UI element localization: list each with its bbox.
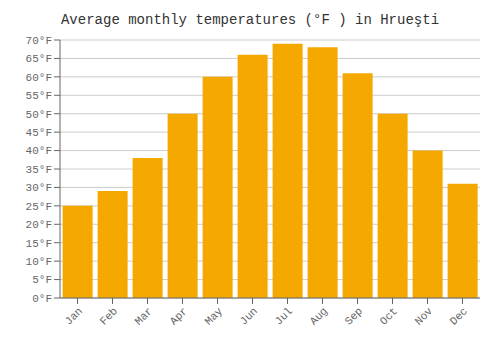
svg-text:55°F: 55°F	[26, 90, 52, 102]
svg-text:30°F: 30°F	[26, 182, 52, 194]
svg-text:Sep: Sep	[343, 305, 365, 327]
svg-text:Dec: Dec	[448, 305, 470, 327]
svg-text:10°F: 10°F	[26, 256, 52, 268]
svg-text:70°F: 70°F	[26, 35, 52, 47]
svg-text:50°F: 50°F	[26, 109, 52, 121]
svg-text:Mar: Mar	[133, 305, 155, 327]
svg-text:Jul: Jul	[273, 305, 295, 327]
svg-text:65°F: 65°F	[26, 53, 52, 65]
svg-text:Aug: Aug	[308, 305, 330, 327]
svg-text:40°F: 40°F	[26, 145, 52, 157]
html-text:Average monthly temperatures (: Average monthly temperatures (°F ) in Hr…	[61, 12, 439, 28]
svg-text:25°F: 25°F	[26, 201, 52, 213]
svg-text:May: May	[203, 305, 226, 328]
svg-text:0°F: 0°F	[32, 293, 52, 305]
svg-text:20°F: 20°F	[26, 219, 52, 231]
svg-text:Apr: Apr	[168, 305, 190, 327]
svg-text:Feb: Feb	[98, 305, 120, 327]
svg-text:5°F: 5°F	[32, 274, 52, 286]
svg-text:Oct: Oct	[378, 305, 400, 327]
svg-text:35°F: 35°F	[26, 164, 52, 176]
svg-text:Jan: Jan	[63, 305, 85, 327]
svg-text:Jun: Jun	[238, 305, 260, 327]
svg-text:Nov: Nov	[413, 305, 436, 328]
svg-text:60°F: 60°F	[26, 72, 52, 84]
svg-text:15°F: 15°F	[26, 238, 52, 250]
svg-text:45°F: 45°F	[26, 127, 52, 139]
